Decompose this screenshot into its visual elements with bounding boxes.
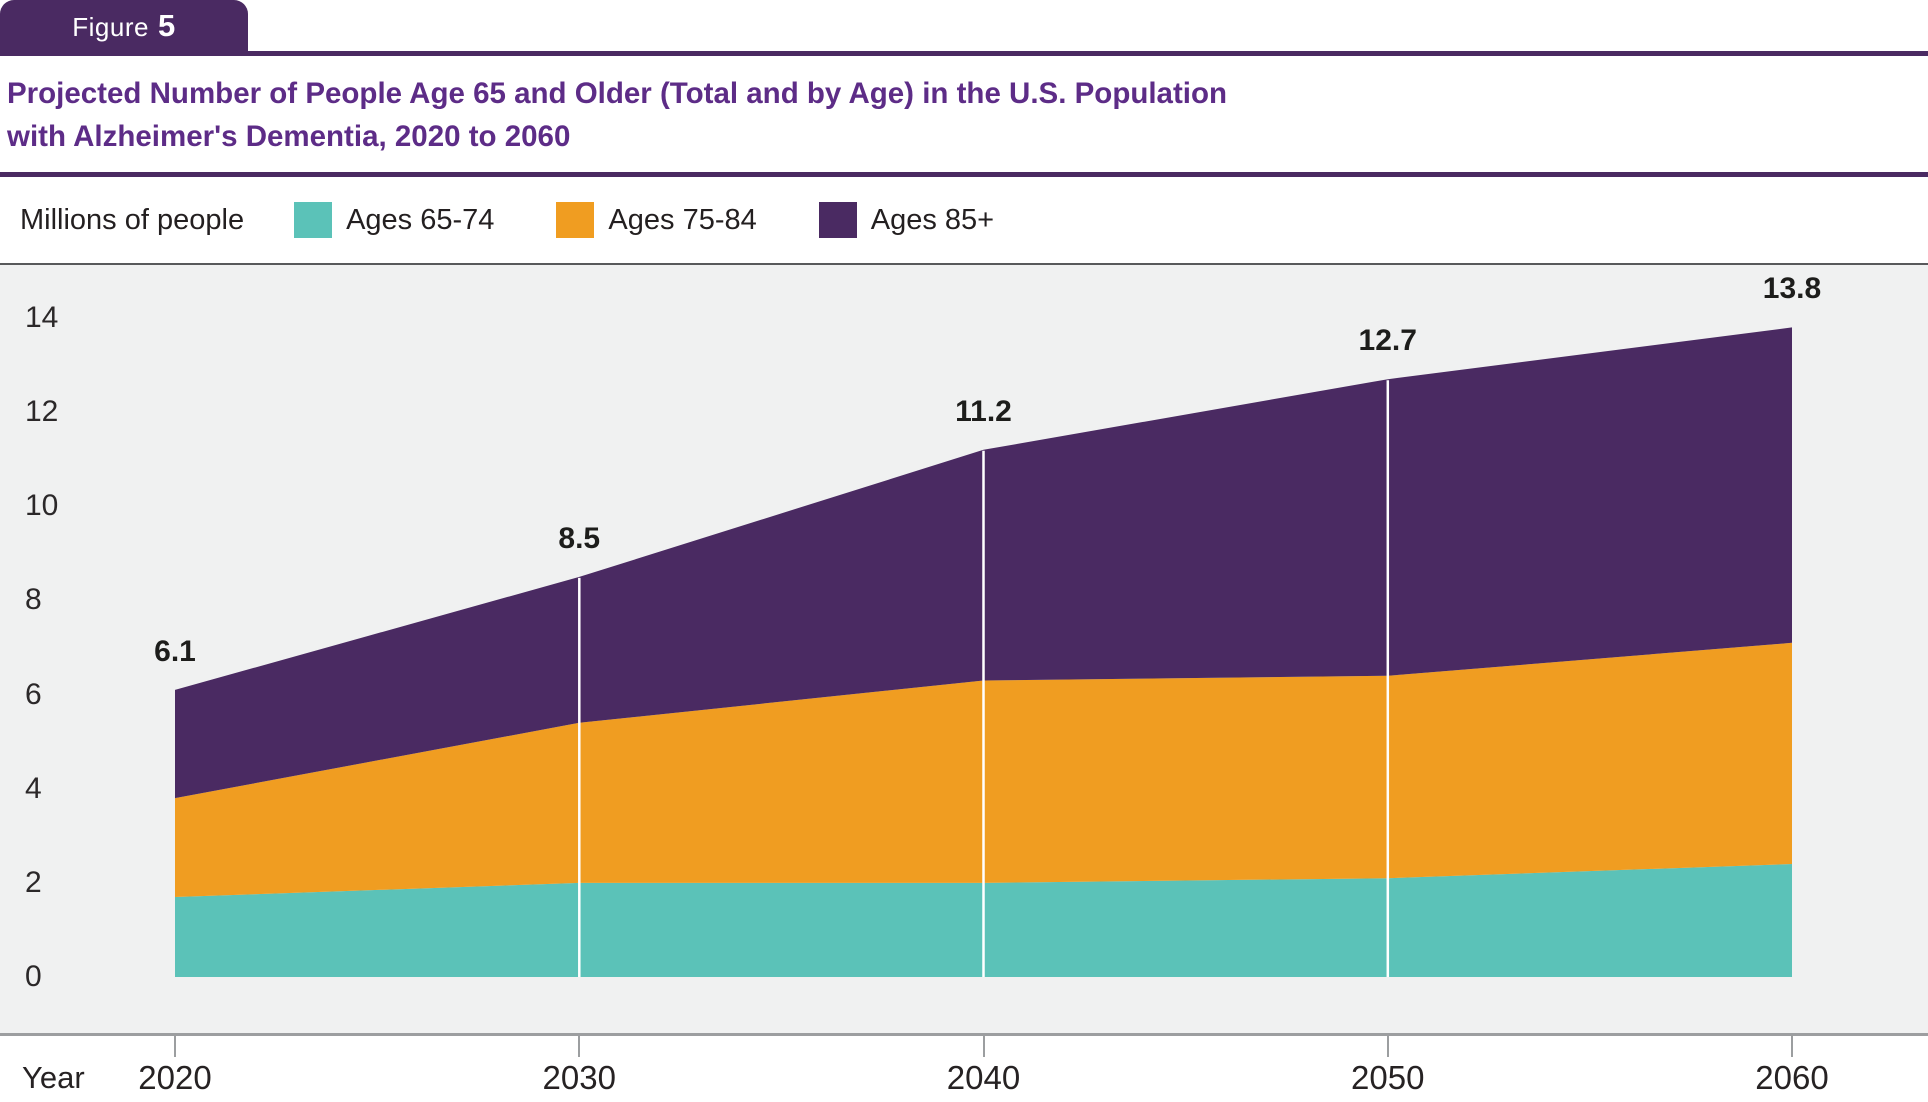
y-axis-tick-label: 14 <box>25 301 59 335</box>
legend-items: Ages 65-74 Ages 75-84 Ages 85+ <box>294 202 1056 238</box>
legend-swatch <box>556 202 595 238</box>
x-axis-tick-mark <box>982 1036 985 1057</box>
legend-swatch <box>294 202 333 238</box>
x-axis-title: Year <box>22 1060 85 1095</box>
title-rule <box>0 172 1928 177</box>
x-axis-tick-label: 2050 <box>1351 1059 1425 1096</box>
figure-tab-prefix: Figure <box>72 11 149 42</box>
page-title: Projected Number of People Age 65 and Ol… <box>7 72 1227 158</box>
legend-item-ages-85-: Ages 85+ <box>818 202 995 238</box>
x-axis-tick-mark <box>578 1036 581 1057</box>
page-title-line1: Projected Number of People Age 65 and Ol… <box>7 77 1228 110</box>
x-axis-tick-label: 2040 <box>946 1059 1021 1096</box>
total-value-label: 11.2 <box>955 394 1012 428</box>
y-axis-tick-label: 8 <box>25 583 42 617</box>
x-axis-line <box>0 1033 1928 1036</box>
total-value-label: 12.7 <box>1358 324 1417 358</box>
total-value-label: 6.1 <box>154 634 196 668</box>
figure-tab: Figure 5 <box>0 0 248 51</box>
legend-label: Ages 85+ <box>870 203 995 236</box>
legend-label: Ages 65-74 <box>346 203 495 236</box>
total-value-label: 13.8 <box>1762 272 1822 306</box>
y-axis-tick-label: 2 <box>25 865 42 899</box>
y-axis-tick-label: 10 <box>25 489 59 523</box>
figure-tab-number: 5 <box>157 7 176 43</box>
legend-swatch <box>818 202 857 238</box>
y-axis-tick-label: 12 <box>25 395 59 429</box>
y-axis-tick-label: 4 <box>25 771 42 805</box>
legend-item-ages-65-74: Ages 65-74 <box>294 202 494 238</box>
x-axis-tick-label: 2030 <box>542 1059 616 1096</box>
legend-item-ages-75-84: Ages 75-84 <box>556 202 757 238</box>
x-axis-tick-mark <box>174 1036 176 1057</box>
legend-divider <box>0 263 1928 265</box>
legend: Millions of people Ages 65-74 Ages 75-84 A… <box>0 177 1928 263</box>
total-value-label: 8.5 <box>558 521 601 555</box>
y-axis-units-label: Millions of people <box>20 203 245 236</box>
header-rule <box>0 51 1928 56</box>
legend-label: Ages 75-84 <box>608 203 757 236</box>
figure-tab-label: Figure 5 <box>72 8 175 44</box>
x-axis-tick-mark <box>1386 1036 1389 1057</box>
x-axis-tick-label: 2020 <box>138 1059 212 1096</box>
y-axis-tick-label: 0 <box>25 960 42 993</box>
x-axis-tick-mark <box>1791 1036 1793 1057</box>
x-axis-tick-label: 2060 <box>1755 1059 1829 1096</box>
plot-background <box>0 265 1928 1033</box>
page-title-line2: with Alzheimer's Dementia, 2020 to 2060 <box>7 120 571 153</box>
y-axis-tick-label: 6 <box>25 677 42 711</box>
